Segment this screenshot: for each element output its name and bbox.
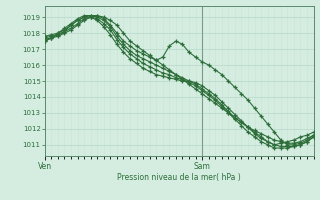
X-axis label: Pression niveau de la mer( hPa ): Pression niveau de la mer( hPa ) <box>117 173 241 182</box>
